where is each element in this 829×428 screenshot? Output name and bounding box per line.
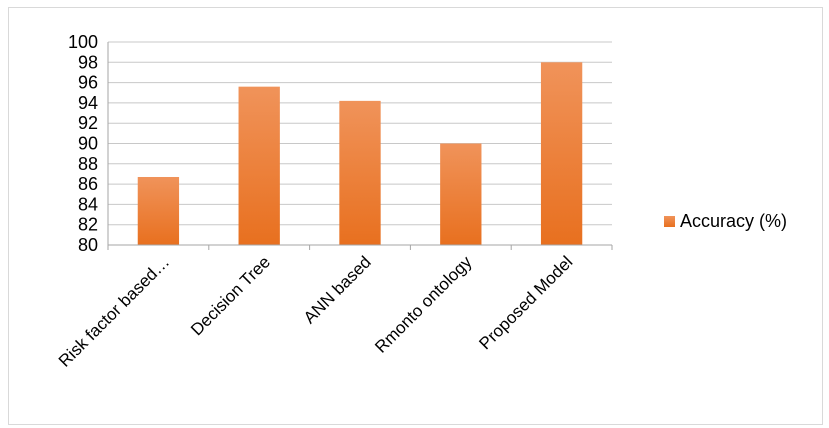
y-tick-label: 100 xyxy=(68,32,98,52)
bar xyxy=(540,62,583,245)
y-tick-label: 92 xyxy=(78,113,98,133)
x-category-label: Decision Tree xyxy=(187,252,274,339)
y-tick-label: 98 xyxy=(78,52,98,72)
bar xyxy=(238,86,280,245)
legend-label: Accuracy (%) xyxy=(680,211,787,231)
x-category-label: Proposed Model xyxy=(475,252,576,353)
bar xyxy=(137,176,180,245)
y-tick-label: 84 xyxy=(78,194,98,214)
bar xyxy=(339,100,381,246)
bars xyxy=(137,62,583,246)
x-axis: Risk factor based… Decision Tree ANN based… xyxy=(55,244,613,371)
x-category-label: Rmonto ontology xyxy=(371,252,476,357)
y-tick-label: 94 xyxy=(78,93,98,113)
x-category-label: Risk factor based… xyxy=(55,252,173,370)
x-category-label: ANN based xyxy=(300,252,375,327)
y-tick-label: 86 xyxy=(78,174,98,194)
bar xyxy=(440,143,482,245)
y-tick-label: 88 xyxy=(78,154,98,174)
y-tick-label: 90 xyxy=(78,134,98,154)
y-tick-label: 82 xyxy=(78,215,98,235)
legend-swatch xyxy=(664,216,675,227)
y-tick-label: 80 xyxy=(78,235,98,255)
legend: Accuracy (%) xyxy=(664,211,787,231)
y-tick-label: 96 xyxy=(78,73,98,93)
